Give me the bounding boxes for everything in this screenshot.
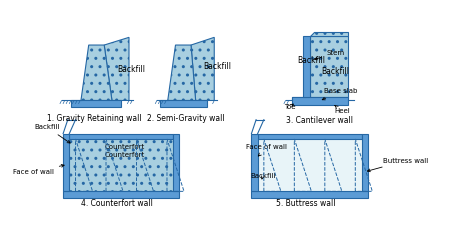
Polygon shape	[160, 101, 207, 107]
Text: Backfill: Backfill	[35, 124, 70, 143]
Polygon shape	[191, 37, 214, 101]
Polygon shape	[292, 97, 302, 101]
Polygon shape	[81, 45, 112, 101]
Polygon shape	[258, 139, 362, 191]
Text: Toe: Toe	[284, 104, 295, 110]
Text: Counterfort: Counterfort	[105, 144, 145, 150]
Text: Backfill: Backfill	[203, 62, 231, 71]
Polygon shape	[69, 139, 173, 191]
Text: Buttress wall: Buttress wall	[367, 158, 428, 172]
Text: 3. Cantilever wall: 3. Cantilever wall	[286, 116, 353, 125]
Polygon shape	[104, 37, 129, 101]
Polygon shape	[302, 36, 310, 97]
Text: 5. Buttress wall: 5. Buttress wall	[276, 199, 336, 208]
Polygon shape	[258, 134, 362, 139]
Polygon shape	[251, 134, 258, 191]
Text: Stem: Stem	[315, 50, 345, 60]
Polygon shape	[63, 134, 69, 191]
Text: Backfill: Backfill	[118, 65, 146, 74]
Polygon shape	[251, 191, 368, 198]
Text: Backfill: Backfill	[321, 67, 349, 77]
Text: 1. Gravity Retaining wall: 1. Gravity Retaining wall	[47, 114, 141, 123]
Polygon shape	[71, 101, 121, 107]
Text: 4. Counterfort wall: 4. Counterfort wall	[82, 199, 153, 208]
Text: Counterfort: Counterfort	[105, 152, 145, 158]
Text: Backfill: Backfill	[250, 173, 276, 179]
Text: Face of wall: Face of wall	[246, 144, 287, 156]
Polygon shape	[69, 134, 173, 139]
Polygon shape	[168, 45, 196, 101]
Polygon shape	[362, 134, 368, 191]
Text: Backfill: Backfill	[297, 56, 325, 65]
Polygon shape	[292, 97, 347, 105]
Polygon shape	[310, 36, 347, 97]
Text: 2. Semi-Gravity wall: 2. Semi-Gravity wall	[147, 114, 224, 123]
Text: Heel: Heel	[334, 105, 350, 114]
Text: Face of wall: Face of wall	[13, 165, 64, 175]
Text: Base slab: Base slab	[322, 88, 358, 100]
Polygon shape	[63, 191, 179, 198]
Polygon shape	[173, 134, 179, 191]
Polygon shape	[310, 32, 347, 36]
